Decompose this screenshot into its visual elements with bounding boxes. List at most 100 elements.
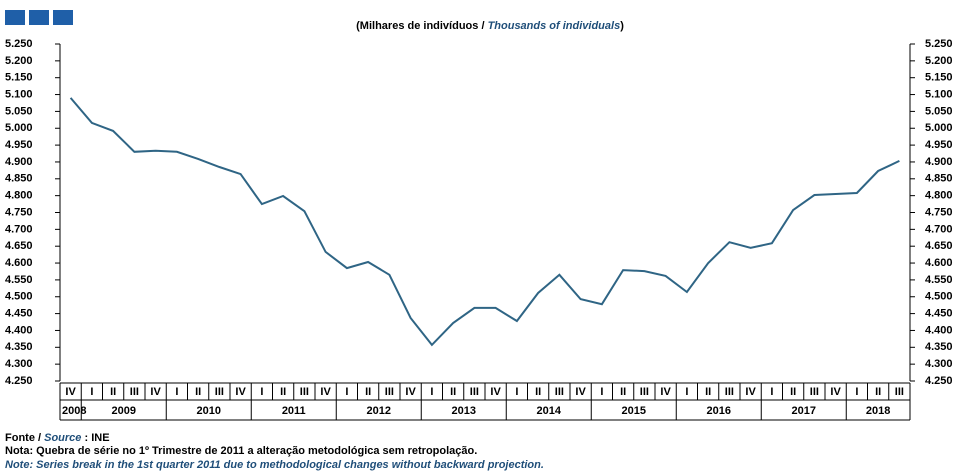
year-label: 2010 [197,405,221,417]
logo-square [5,10,25,25]
y-tick-label: 5.000 [5,122,33,134]
x-tick-label: IV [490,386,501,398]
x-tick-label: I [685,386,688,398]
x-tick-label: II [620,386,626,398]
logo-square [29,10,49,25]
year-label: 2015 [622,405,646,417]
y-tick-label: 4.450 [5,308,33,320]
subtitle-close: ) [620,20,624,32]
x-tick-label: II [110,386,116,398]
y2-tick-label: 4.850 [925,173,953,185]
x-tick-label: IV [320,386,331,398]
y2-tick-label: 4.450 [925,308,953,320]
x-tick-label: II [705,386,711,398]
x-tick-label: II [535,386,541,398]
x-tick-label: I [770,386,773,398]
source-label: Fonte / [5,432,41,444]
y-tick-label: 5.150 [5,72,33,84]
year-label: 2011 [282,405,306,417]
y2-tick-label: 5.000 [925,122,953,134]
x-tick-label: IV [660,386,671,398]
x-tick-label: I [600,386,603,398]
x-tick-label: I [430,386,433,398]
x-tick-label: III [810,386,819,398]
source: Fonte / Source : INE [5,432,110,444]
y-tick-label: 4.500 [5,291,33,303]
x-tick-label: II [195,386,201,398]
x-tick-label: IV [405,386,416,398]
y2-tick-label: 4.500 [925,291,953,303]
x-tick-label: I [175,386,178,398]
x-tick-label: III [300,386,309,398]
x-tick-label: IV [575,386,586,398]
y-tick-label: 4.250 [5,375,33,387]
x-tick-label: II [365,386,371,398]
x-tick-label: II [875,386,881,398]
y-tick-label: 4.800 [5,190,33,202]
note: Nota: Quebra de série no 1º Trimestre de… [5,445,477,457]
y-tick-label: 5.050 [5,105,33,117]
year-label: 2012 [367,405,391,417]
x-tick-label: II [280,386,286,398]
y2-tick-label: 4.400 [925,324,953,336]
logo-square [53,10,73,25]
y2-tick-label: 4.350 [925,341,953,353]
x-tick-label: III [215,386,224,398]
y2-tick-label: 5.100 [925,88,953,100]
y-tick-label: 4.850 [5,173,33,185]
source-label-en: Source [44,432,81,444]
y-tick-label: 4.900 [5,156,33,168]
x-tick-label: I [855,386,858,398]
x-tick-label: IV [150,386,161,398]
x-tick-label: III [385,386,394,398]
y-tick-label: 4.400 [5,324,33,336]
y2-tick-label: 4.900 [925,156,953,168]
y2-tick-label: 4.550 [925,274,953,286]
y-tick-label: 4.750 [5,206,33,218]
x-tick-label: IV [65,386,76,398]
y-tick-label: 5.200 [5,55,33,67]
y2-tick-label: 5.200 [925,55,953,67]
x-tick-label: III [470,386,479,398]
y2-tick-label: 4.250 [925,375,953,387]
y2-tick-label: 5.050 [925,105,953,117]
x-tick-label: III [725,386,734,398]
x-tick-label: I [515,386,518,398]
x-tick-label: II [450,386,456,398]
y2-tick-label: 4.750 [925,206,953,218]
year-label: 2009 [112,405,136,417]
x-tick-label: IV [235,386,246,398]
y2-tick-label: 5.150 [925,72,953,84]
subtitle-pt: (Milhares de indivíduos / [356,20,484,32]
y-tick-label: 4.600 [5,257,33,269]
series-line [69,97,900,347]
x-tick-label: III [640,386,649,398]
y2-tick-label: 4.800 [925,190,953,202]
year-label: 2013 [452,405,476,417]
year-label: 2018 [866,405,890,417]
y-tick-label: 4.350 [5,341,33,353]
x-tick-label: III [555,386,564,398]
y-tick-label: 5.250 [5,38,33,50]
y2-tick-label: 4.300 [925,358,953,370]
y2-tick-label: 4.700 [925,223,953,235]
year-label: 2016 [707,405,731,417]
year-label: 2008 [62,405,86,417]
year-label: 2014 [537,405,562,417]
y2-tick-label: 4.600 [925,257,953,269]
year-label: 2017 [792,405,816,417]
x-tick-label: I [260,386,263,398]
y-tick-label: 4.300 [5,358,33,370]
x-tick-label: II [790,386,796,398]
y2-tick-label: 5.250 [925,38,953,50]
y-tick-label: 4.550 [5,274,33,286]
source-value: : INE [84,432,109,444]
x-tick-label: IV [830,386,841,398]
y-tick-label: 4.700 [5,223,33,235]
y-tick-label: 4.650 [5,240,33,252]
y-tick-label: 5.100 [5,88,33,100]
x-tick-label: III [130,386,139,398]
y2-tick-label: 4.650 [925,240,953,252]
x-tick-label: I [345,386,348,398]
